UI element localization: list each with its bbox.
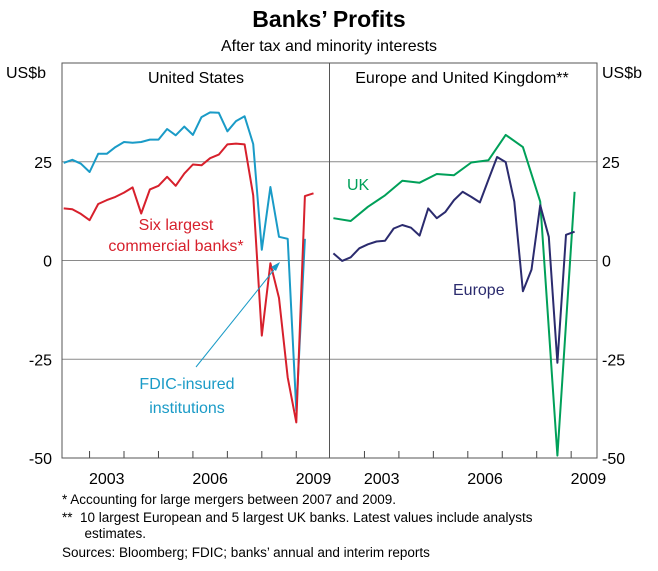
x-tick-label: 2003 [364, 471, 400, 488]
fdic-arrowhead-icon [271, 262, 280, 271]
series-line-europe [332, 156, 575, 364]
y-tick-label-left: -50 [29, 451, 52, 468]
footnote-2: ** 10 largest European and 5 largest UK … [62, 510, 533, 525]
y-axis-label-left: US$b [6, 65, 46, 82]
y-tick-label-right: -25 [602, 352, 625, 369]
panel-title-us: United States [148, 70, 244, 87]
y-tick-label-right: -50 [602, 451, 625, 468]
y-axis-label-right: US$b [602, 65, 642, 82]
label-six-largest-1: Six largest [139, 217, 214, 234]
series-line-uk [333, 133, 576, 457]
series-line-fdic-insured-institutions [63, 111, 306, 412]
series-line-six-largest-commercial-banks [63, 142, 314, 424]
fdic-arrow [195, 265, 278, 368]
y-tick-label-right: 0 [602, 254, 611, 271]
x-tick-label: 2009 [296, 471, 332, 488]
label-six-largest-2: commercial banks* [108, 238, 243, 255]
y-tick-label-left: -25 [29, 352, 52, 369]
y-tick-label-left: 25 [34, 155, 52, 172]
x-tick-label: 2006 [467, 471, 503, 488]
footnote-1: * Accounting for large mergers between 2… [62, 492, 396, 507]
label-fdic-1: FDIC-insured [139, 376, 234, 393]
label-fdic-2: institutions [149, 400, 225, 417]
x-tick-label: 2003 [89, 471, 125, 488]
x-tick-label: 2009 [571, 471, 607, 488]
label-uk: UK [347, 177, 370, 194]
footnote-2-cont: estimates. [62, 526, 147, 541]
chart-title: Banks’ Profits [252, 6, 405, 32]
y-tick-label-right: 25 [602, 155, 620, 172]
y-tick-label-left: 0 [43, 254, 52, 271]
label-europe: Europe [453, 282, 505, 299]
footnote-sources: Sources: Bloomberg; FDIC; banks’ annual … [62, 545, 430, 560]
panel-title-europe-uk: Europe and United Kingdom** [355, 70, 568, 87]
chart-subtitle: After tax and minority interests [221, 38, 437, 55]
x-tick-label: 2006 [192, 471, 228, 488]
